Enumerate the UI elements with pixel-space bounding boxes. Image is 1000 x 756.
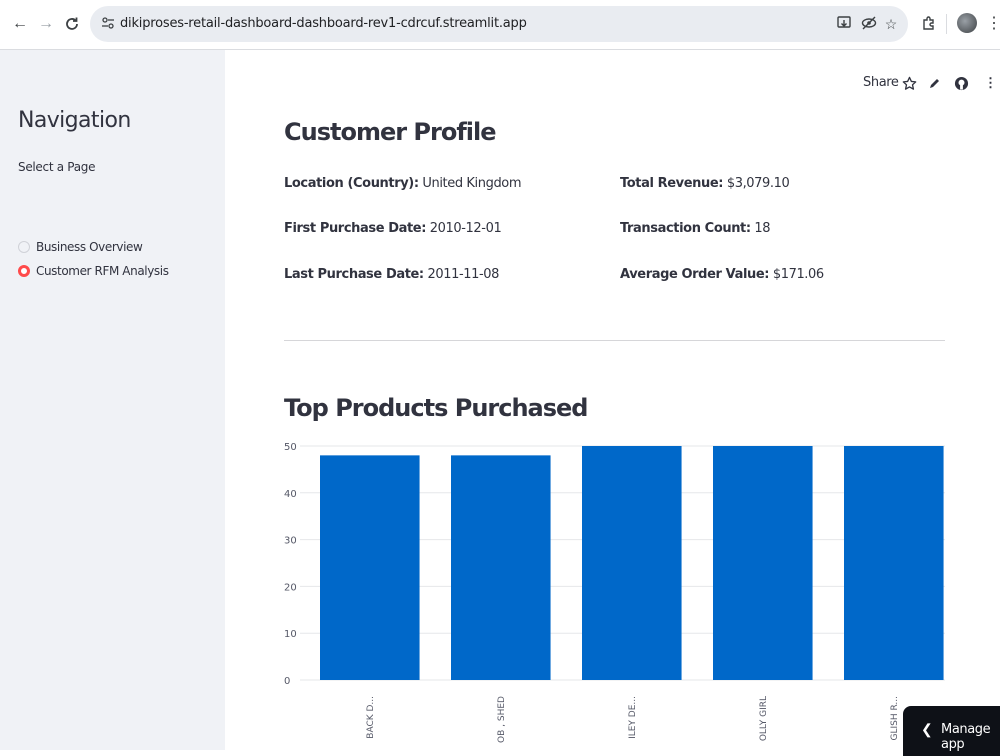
last-purchase-value: 2011-11-08 bbox=[427, 267, 500, 282]
total-revenue-field: Total Revenue: $3,079.10 bbox=[620, 176, 790, 191]
radio-customer-rfm-analysis[interactable]: Customer RFM Analysis bbox=[18, 262, 169, 280]
radio-circle-icon[interactable] bbox=[18, 241, 30, 253]
bar-chart-svg: 0 10 20 30 40 50 BACK D... OB , SHED ILEY DE... O… bbox=[284, 442, 945, 743]
x-tick-label: GLISH R... bbox=[890, 696, 900, 741]
y-tick-label: 40 bbox=[284, 489, 297, 500]
edit-pencil-icon[interactable] bbox=[929, 72, 943, 94]
x-tick-label: BACK D... bbox=[366, 696, 376, 739]
first-purchase-value: 2010-12-01 bbox=[429, 221, 502, 236]
bar[interactable] bbox=[320, 455, 420, 680]
sidebar bbox=[0, 50, 225, 750]
extensions-icon[interactable] bbox=[918, 13, 940, 35]
toolbar-divider bbox=[946, 14, 947, 34]
y-tick-label: 20 bbox=[284, 582, 297, 593]
radio-business-overview[interactable]: Business Overview bbox=[18, 238, 143, 256]
y-tick-label: 50 bbox=[284, 442, 297, 453]
forward-arrow-icon[interactable]: → bbox=[38, 15, 54, 32]
install-app-icon[interactable] bbox=[835, 15, 853, 33]
top-products-heading: Top Products Purchased bbox=[284, 394, 588, 422]
manage-app-label: Manage app bbox=[941, 722, 991, 752]
customer-profile-heading: Customer Profile bbox=[284, 118, 497, 146]
chevron-left-icon: ❮ bbox=[921, 721, 933, 737]
profile-avatar[interactable] bbox=[957, 13, 977, 33]
back-arrow-icon[interactable]: ← bbox=[12, 15, 28, 32]
top-products-chart: 0 10 20 30 40 50 BACK D... OB , SHED ILEY DE... O… bbox=[270, 440, 960, 750]
github-icon[interactable] bbox=[954, 72, 970, 94]
first-purchase-field: First Purchase Date: 2010-12-01 bbox=[284, 221, 502, 236]
bar[interactable] bbox=[582, 446, 682, 680]
url-text[interactable]: dikiproses-retail-dashboard-dashboard-re… bbox=[120, 16, 527, 31]
total-revenue-value: $3,079.10 bbox=[726, 176, 790, 191]
app-menu-icon[interactable]: ⋮ bbox=[984, 75, 997, 90]
location-value: United Kingdom bbox=[422, 176, 522, 191]
section-divider bbox=[284, 340, 945, 341]
avg-order-value-value: $171.06 bbox=[772, 267, 824, 282]
chrome-menu-icon[interactable]: ⋮ bbox=[986, 15, 1000, 32]
bar[interactable] bbox=[844, 446, 944, 680]
x-tick-label: ILEY DE... bbox=[628, 696, 638, 739]
total-revenue-key: Total Revenue: bbox=[620, 176, 724, 191]
radio-selected-icon[interactable] bbox=[18, 265, 30, 277]
sidebar-title: Navigation bbox=[18, 108, 131, 133]
x-tick-label: OLLY GIRL bbox=[759, 696, 769, 741]
favorite-star-icon[interactable] bbox=[902, 72, 918, 94]
y-tick-label: 10 bbox=[284, 629, 297, 640]
site-settings-icon[interactable] bbox=[100, 16, 116, 32]
manage-app-button[interactable]: ❮ Manage app bbox=[903, 706, 1000, 756]
transaction-count-value: 18 bbox=[754, 221, 771, 236]
last-purchase-field: Last Purchase Date: 2011-11-08 bbox=[284, 267, 499, 282]
bar[interactable] bbox=[451, 455, 551, 680]
transaction-count-field: Transaction Count: 18 bbox=[620, 221, 771, 236]
x-tick-label: OB , SHED bbox=[497, 696, 507, 743]
page-select-label: Select a Page bbox=[18, 160, 96, 174]
avg-order-value-field: Average Order Value: $171.06 bbox=[620, 267, 824, 282]
transaction-count-key: Transaction Count: bbox=[620, 221, 751, 236]
radio-label: Customer RFM Analysis bbox=[36, 264, 169, 278]
bookmark-star-icon[interactable]: ☆ bbox=[884, 16, 898, 32]
last-purchase-key: Last Purchase Date: bbox=[284, 267, 424, 282]
y-tick-label: 30 bbox=[284, 536, 297, 547]
first-purchase-key: First Purchase Date: bbox=[284, 221, 427, 236]
bar[interactable] bbox=[713, 446, 813, 680]
eye-off-icon[interactable] bbox=[860, 15, 878, 33]
avg-order-value-key: Average Order Value: bbox=[620, 267, 770, 282]
browser-toolbar: ← → dikiproses-retail-dashboard-dashboar… bbox=[0, 0, 1000, 50]
reload-icon[interactable] bbox=[62, 14, 82, 34]
share-button[interactable]: Share bbox=[863, 75, 899, 90]
location-key: Location (Country): bbox=[284, 176, 419, 191]
y-tick-label: 0 bbox=[284, 676, 290, 687]
radio-label: Business Overview bbox=[36, 240, 143, 254]
location-field: Location (Country): United Kingdom bbox=[284, 176, 522, 191]
address-bar[interactable]: dikiproses-retail-dashboard-dashboard-re… bbox=[90, 6, 908, 42]
